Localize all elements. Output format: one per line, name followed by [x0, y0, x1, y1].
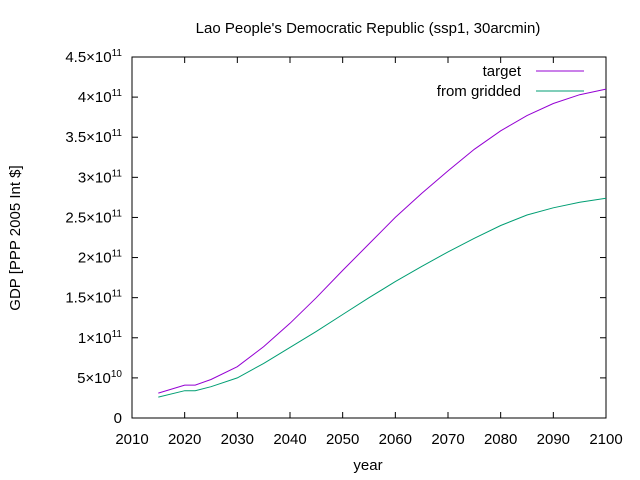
y-tick-mantissa: 1.5×10 — [65, 290, 111, 307]
y-tick-mantissa: 4×10 — [78, 89, 112, 106]
y-tick-label: 1.5×1011 — [65, 289, 122, 307]
x-axis-label: year — [353, 457, 382, 474]
x-tick-label: 2060 — [379, 431, 412, 448]
x-axis: 2010 2020 2030 2040 2050 2060 2070 2080 2090 2100 — [115, 57, 623, 448]
y-axis: 05×10101×10111.5×10112×10112.5×10113×101… — [65, 48, 606, 427]
y-tick-mantissa: 4.5×10 — [65, 49, 111, 66]
y-tick-mantissa: 2.5×10 — [65, 209, 111, 226]
plot-frame — [131, 56, 607, 419]
y-tick-exponent: 11 — [112, 128, 123, 139]
series-lines — [158, 88, 607, 398]
chart-title: Lao People's Democratic Republic (ssp1, … — [196, 20, 541, 37]
x-tick-label: 2050 — [326, 431, 359, 448]
x-tick-label: 2030 — [221, 431, 254, 448]
y-tick-label: 3×1011 — [78, 168, 123, 186]
y-tick-label: 3.5×1011 — [65, 128, 122, 146]
y-tick-mantissa: 2×10 — [78, 250, 112, 267]
series-line-target — [158, 88, 607, 394]
y-tick-exponent: 11 — [112, 168, 123, 179]
x-tick-label: 2080 — [484, 431, 517, 448]
x-tick-label: 2090 — [537, 431, 570, 448]
y-tick-label: 2.5×1011 — [65, 208, 122, 226]
y-tick-mantissa: 3×10 — [78, 169, 112, 186]
y-tick-exponent: 10 — [111, 369, 123, 380]
y-tick-mantissa: 0 — [114, 410, 122, 427]
y-axis-label: GDP [PPP 2005 Int $] — [7, 165, 24, 310]
y-tick-label: 0 — [114, 410, 122, 427]
y-tick-exponent: 11 — [112, 249, 123, 260]
y-tick-mantissa: 5×10 — [77, 370, 111, 387]
y-tick-exponent: 11 — [112, 329, 123, 340]
y-tick-label: 2×1011 — [78, 249, 123, 267]
y-tick-mantissa: 1×10 — [78, 330, 112, 347]
y-tick-exponent: 11 — [112, 289, 123, 300]
y-tick-label: 4×1011 — [78, 88, 123, 106]
y-tick-exponent: 11 — [112, 208, 123, 219]
y-tick-exponent: 11 — [112, 48, 123, 59]
legend-label: from gridded — [437, 83, 521, 100]
legend: target from gridded — [437, 63, 584, 100]
x-tick-label: 2010 — [115, 431, 148, 448]
y-tick-exponent: 11 — [112, 88, 123, 99]
x-tick-label: 2100 — [589, 431, 622, 448]
legend-label: target — [483, 63, 522, 80]
y-tick-label: 4.5×1011 — [65, 48, 122, 66]
y-tick-mantissa: 3.5×10 — [65, 129, 111, 146]
x-tick-label: 2020 — [168, 431, 201, 448]
x-tick-label: 2070 — [431, 431, 464, 448]
y-tick-label: 5×1010 — [77, 369, 122, 387]
y-tick-label: 1×1011 — [78, 329, 123, 347]
series-line-from-gridded — [158, 197, 607, 398]
x-tick-label: 2040 — [273, 431, 306, 448]
